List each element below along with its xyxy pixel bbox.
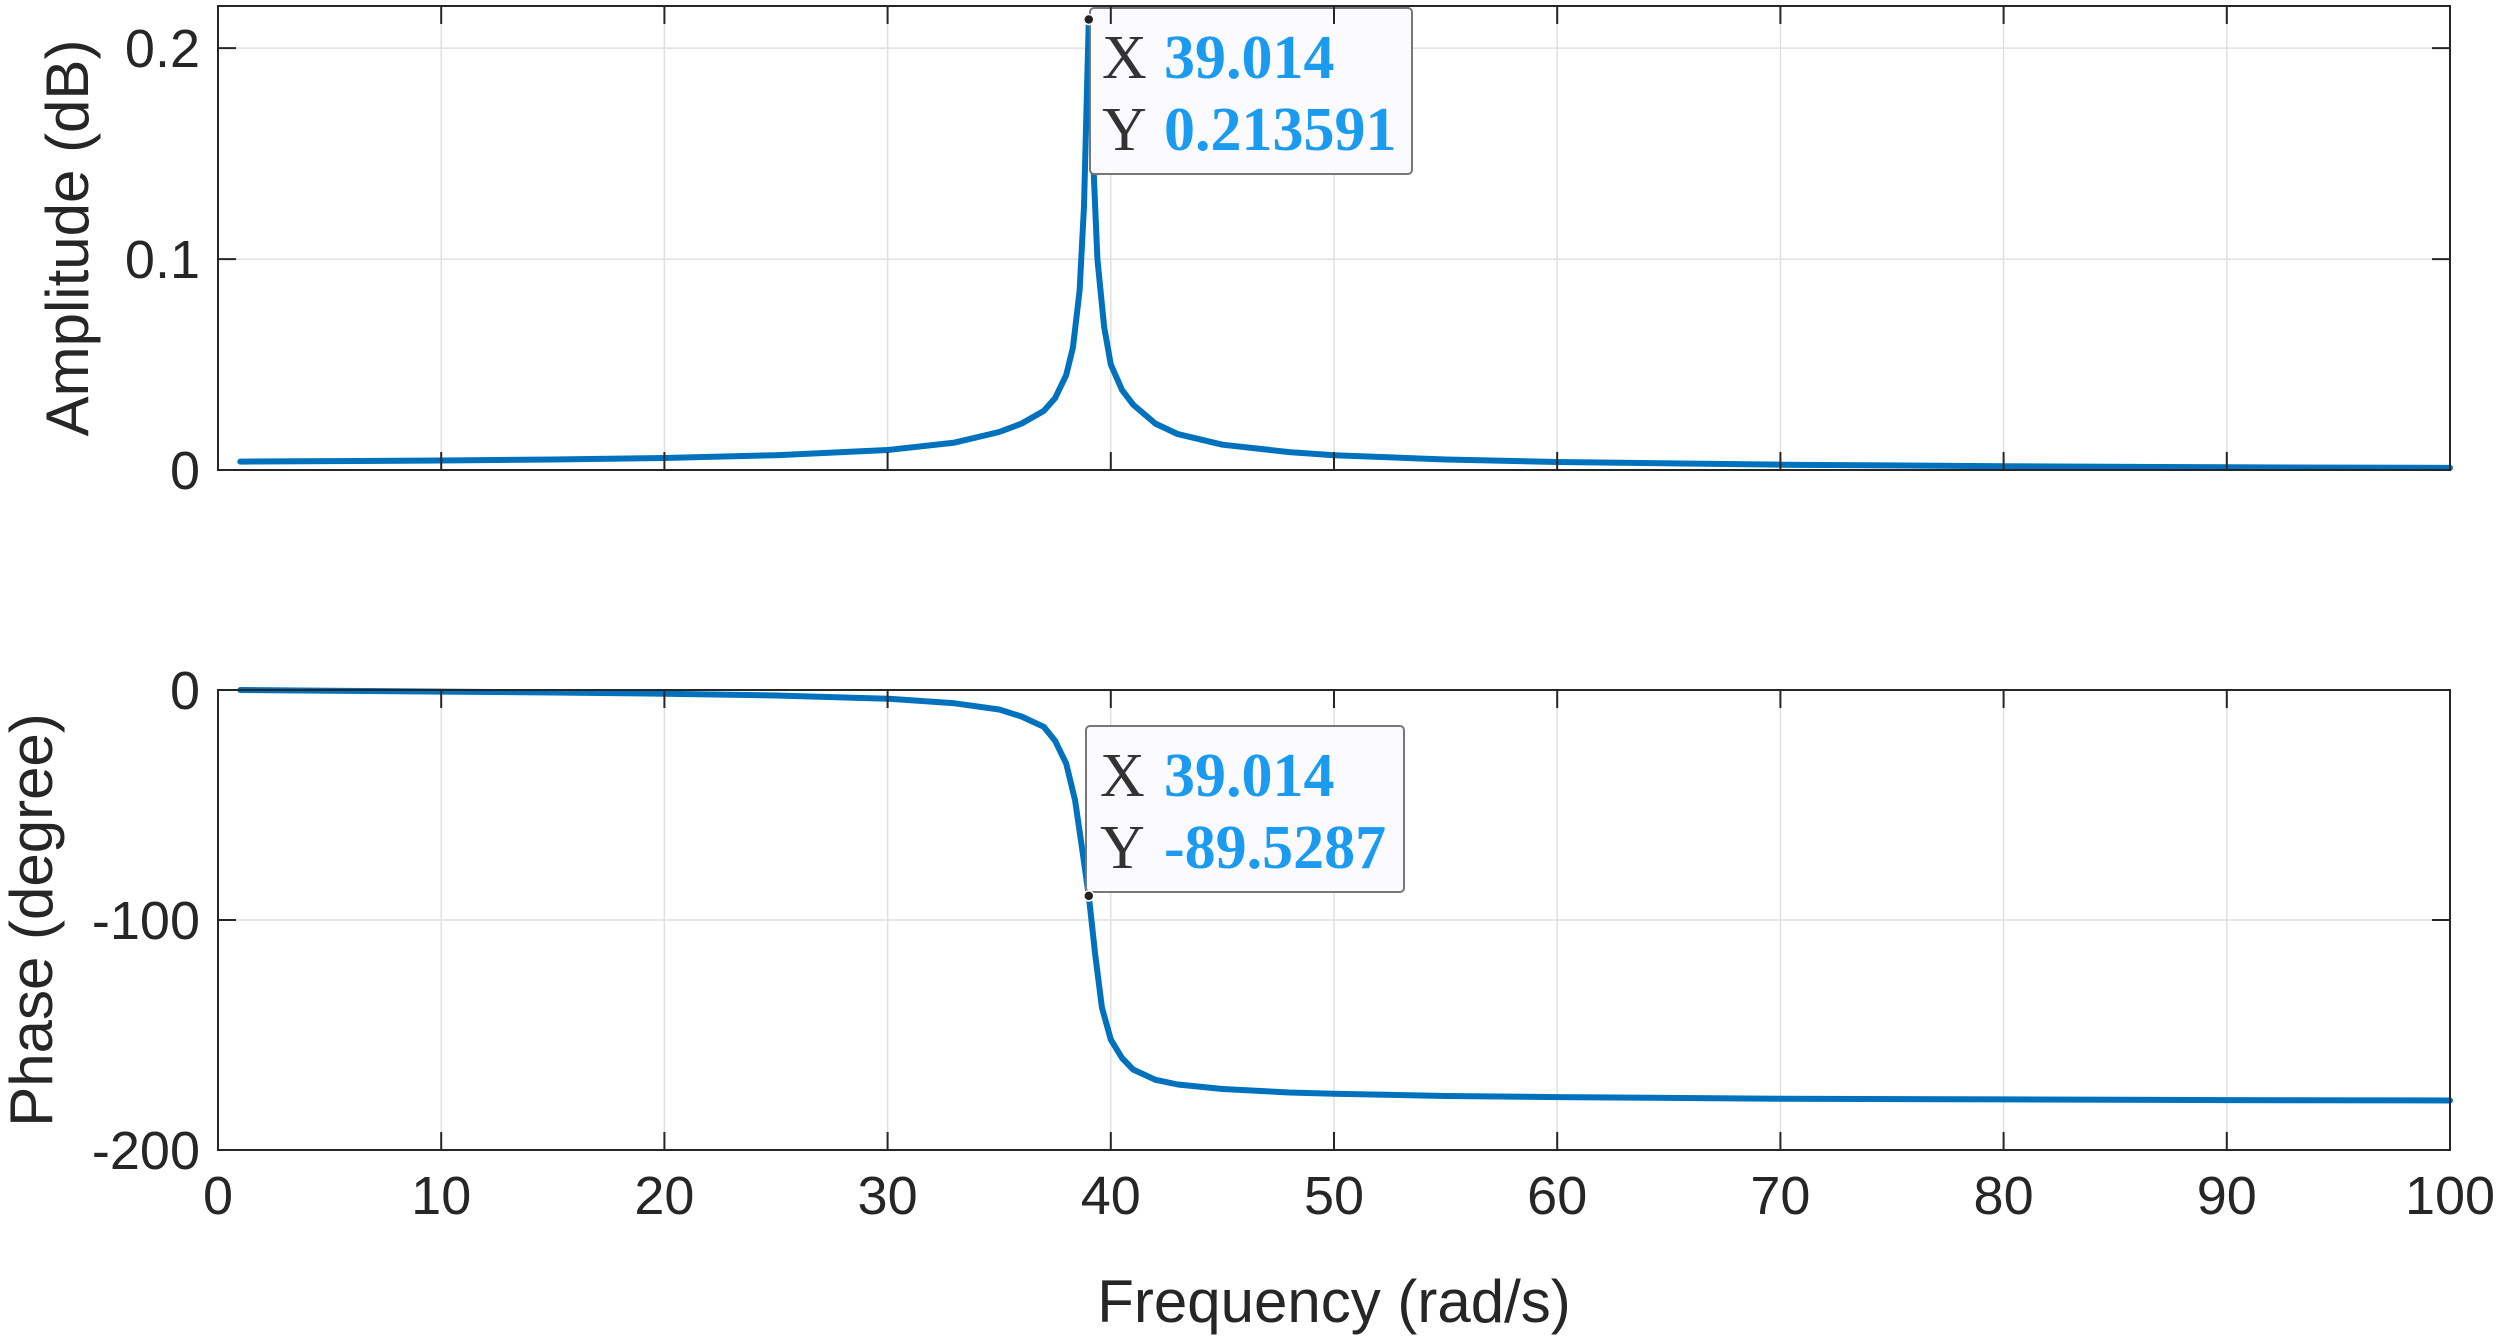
phase-datatip-y-value: -89.5287 xyxy=(1164,814,1386,882)
phase-x-ticks: 0 10 20 30 40 50 60 70 80 90 100 xyxy=(203,690,2495,1226)
amplitude-datatip[interactable]: X 39.014 Y 0.213591 xyxy=(1083,7,1413,175)
phase-series xyxy=(237,687,2453,1104)
amplitude-datatip-y-key: Y xyxy=(1102,96,1147,164)
x-tick-label-9: 90 xyxy=(2197,1166,2257,1226)
y-tick-label-2: -200 xyxy=(92,1121,200,1181)
x-tick-label-3: 30 xyxy=(858,1166,918,1226)
amplitude-datatip-x-value: 39.014 xyxy=(1164,24,1335,92)
x-tick-label-5: 50 xyxy=(1304,1166,1364,1226)
amplitude-datatip-y-value: 0.213591 xyxy=(1164,96,1397,164)
amplitude-datatip-box xyxy=(1089,7,1413,175)
y-tick-label-2: 0.2 xyxy=(125,19,200,79)
series-line-0 xyxy=(237,687,2453,1104)
phase-y-ticks: 0 -100 -200 xyxy=(92,661,2450,1181)
x-tick-label-6: 60 xyxy=(1527,1166,1587,1226)
phase-datatip-x-key: X xyxy=(1100,742,1145,810)
phase-datatip-box xyxy=(1085,725,1405,893)
phase-datatip[interactable]: X 39.014 Y -89.5287 xyxy=(1083,725,1405,902)
phase-plot: 0 -100 -200 0 10 20 30 40 50 60 70 80 90 100 Phase (… xyxy=(0,661,2495,1335)
amplitude-y-axis-label: Amplitude (dB) xyxy=(34,40,101,437)
amplitude-datatip-marker xyxy=(1083,13,1095,26)
x-tick-label-10: 100 xyxy=(2405,1166,2495,1226)
x-tick-label-1: 10 xyxy=(411,1166,471,1226)
phase-y-axis-label: Phase (degree) xyxy=(0,713,65,1127)
frequency-x-axis-label: Frequency (rad/s) xyxy=(1097,1268,1571,1335)
phase-datatip-marker xyxy=(1083,890,1095,902)
y-tick-label-1: 0.1 xyxy=(125,230,200,290)
phase-datatip-x-value: 39.014 xyxy=(1164,742,1335,810)
phase-datatip-y-key: Y xyxy=(1100,814,1145,882)
y-tick-label-1: -100 xyxy=(92,891,200,951)
amplitude-plot: 0 0.1 0.2 Amplitude (dB) X 39.014 Y 0.2135… xyxy=(34,5,2453,501)
y-tick-label-0: 0 xyxy=(170,441,200,501)
amplitude-y-ticks: 0 0.1 0.2 xyxy=(125,19,2450,501)
x-tick-label-2: 20 xyxy=(634,1166,694,1226)
x-tick-label-0: 0 xyxy=(203,1166,233,1226)
x-tick-label-7: 70 xyxy=(1750,1166,1810,1226)
y-tick-label-0: 0 xyxy=(170,661,200,721)
x-tick-label-4: 40 xyxy=(1081,1166,1141,1226)
x-tick-label-8: 80 xyxy=(1974,1166,2034,1226)
amplitude-datatip-x-key: X xyxy=(1102,24,1147,92)
